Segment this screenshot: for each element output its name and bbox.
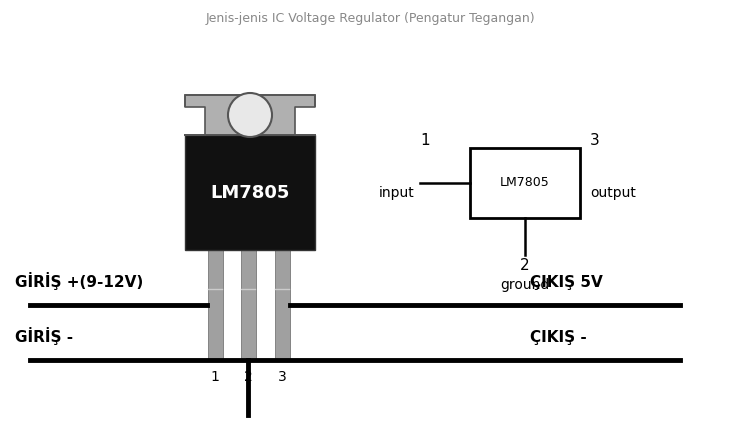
Bar	[185, 95, 315, 135]
Text: input: input	[379, 186, 415, 200]
Text: ground: ground	[500, 278, 550, 292]
Text: LM7805: LM7805	[210, 183, 290, 202]
Text: GİRİŞ +(9-12V): GİRİŞ +(9-12V)	[15, 272, 143, 290]
Text: 1: 1	[210, 370, 219, 384]
Ellipse shape	[228, 93, 272, 137]
Text: ÇIKIŞ -: ÇIKIŞ -	[530, 330, 587, 345]
Bar	[295, 107, 317, 135]
Text: 3: 3	[590, 133, 599, 148]
Text: LM7805: LM7805	[500, 177, 550, 190]
Text: Jenis-jenis IC Voltage Regulator (Pengatur Tegangan): Jenis-jenis IC Voltage Regulator (Pengat…	[206, 12, 535, 25]
Text: 1: 1	[420, 133, 430, 148]
Text: ÇIKIŞ 5V: ÇIKIŞ 5V	[530, 275, 602, 290]
Text: 2: 2	[244, 370, 253, 384]
Text: 3: 3	[278, 370, 286, 384]
Text: GİRİŞ -: GİRİŞ -	[15, 327, 73, 345]
Bar	[208, 250, 223, 360]
Bar	[241, 250, 256, 360]
Bar	[183, 107, 205, 135]
Bar	[275, 250, 290, 360]
Bar	[185, 135, 315, 250]
Bar	[470, 148, 580, 218]
Text: output: output	[590, 186, 636, 200]
Text: 2: 2	[520, 258, 530, 273]
